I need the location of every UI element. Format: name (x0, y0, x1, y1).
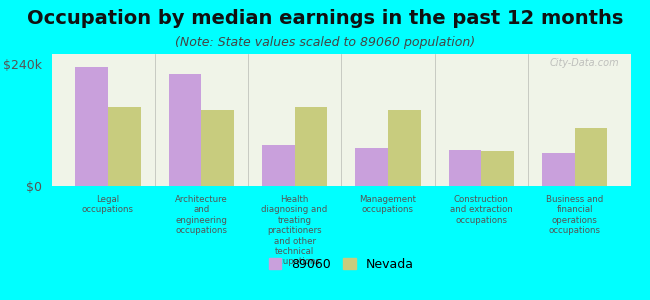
Bar (108, 107, 140, 186)
Bar (262, 146, 294, 186)
Bar (202, 110, 234, 186)
Bar (356, 148, 388, 186)
Legend: 89060, Nevada: 89060, Nevada (265, 254, 417, 275)
Bar (481, 152, 514, 186)
Bar (294, 107, 327, 186)
Text: Occupation by median earnings in the past 12 months: Occupation by median earnings in the pas… (27, 9, 623, 28)
Bar (542, 153, 575, 186)
Bar (575, 128, 607, 186)
Text: City-Data.com: City-Data.com (549, 58, 619, 68)
Bar (448, 151, 481, 186)
Bar (388, 110, 421, 186)
Bar (168, 74, 202, 186)
Bar (75, 67, 108, 186)
Text: (Note: State values scaled to 89060 population): (Note: State values scaled to 89060 popu… (175, 36, 475, 49)
